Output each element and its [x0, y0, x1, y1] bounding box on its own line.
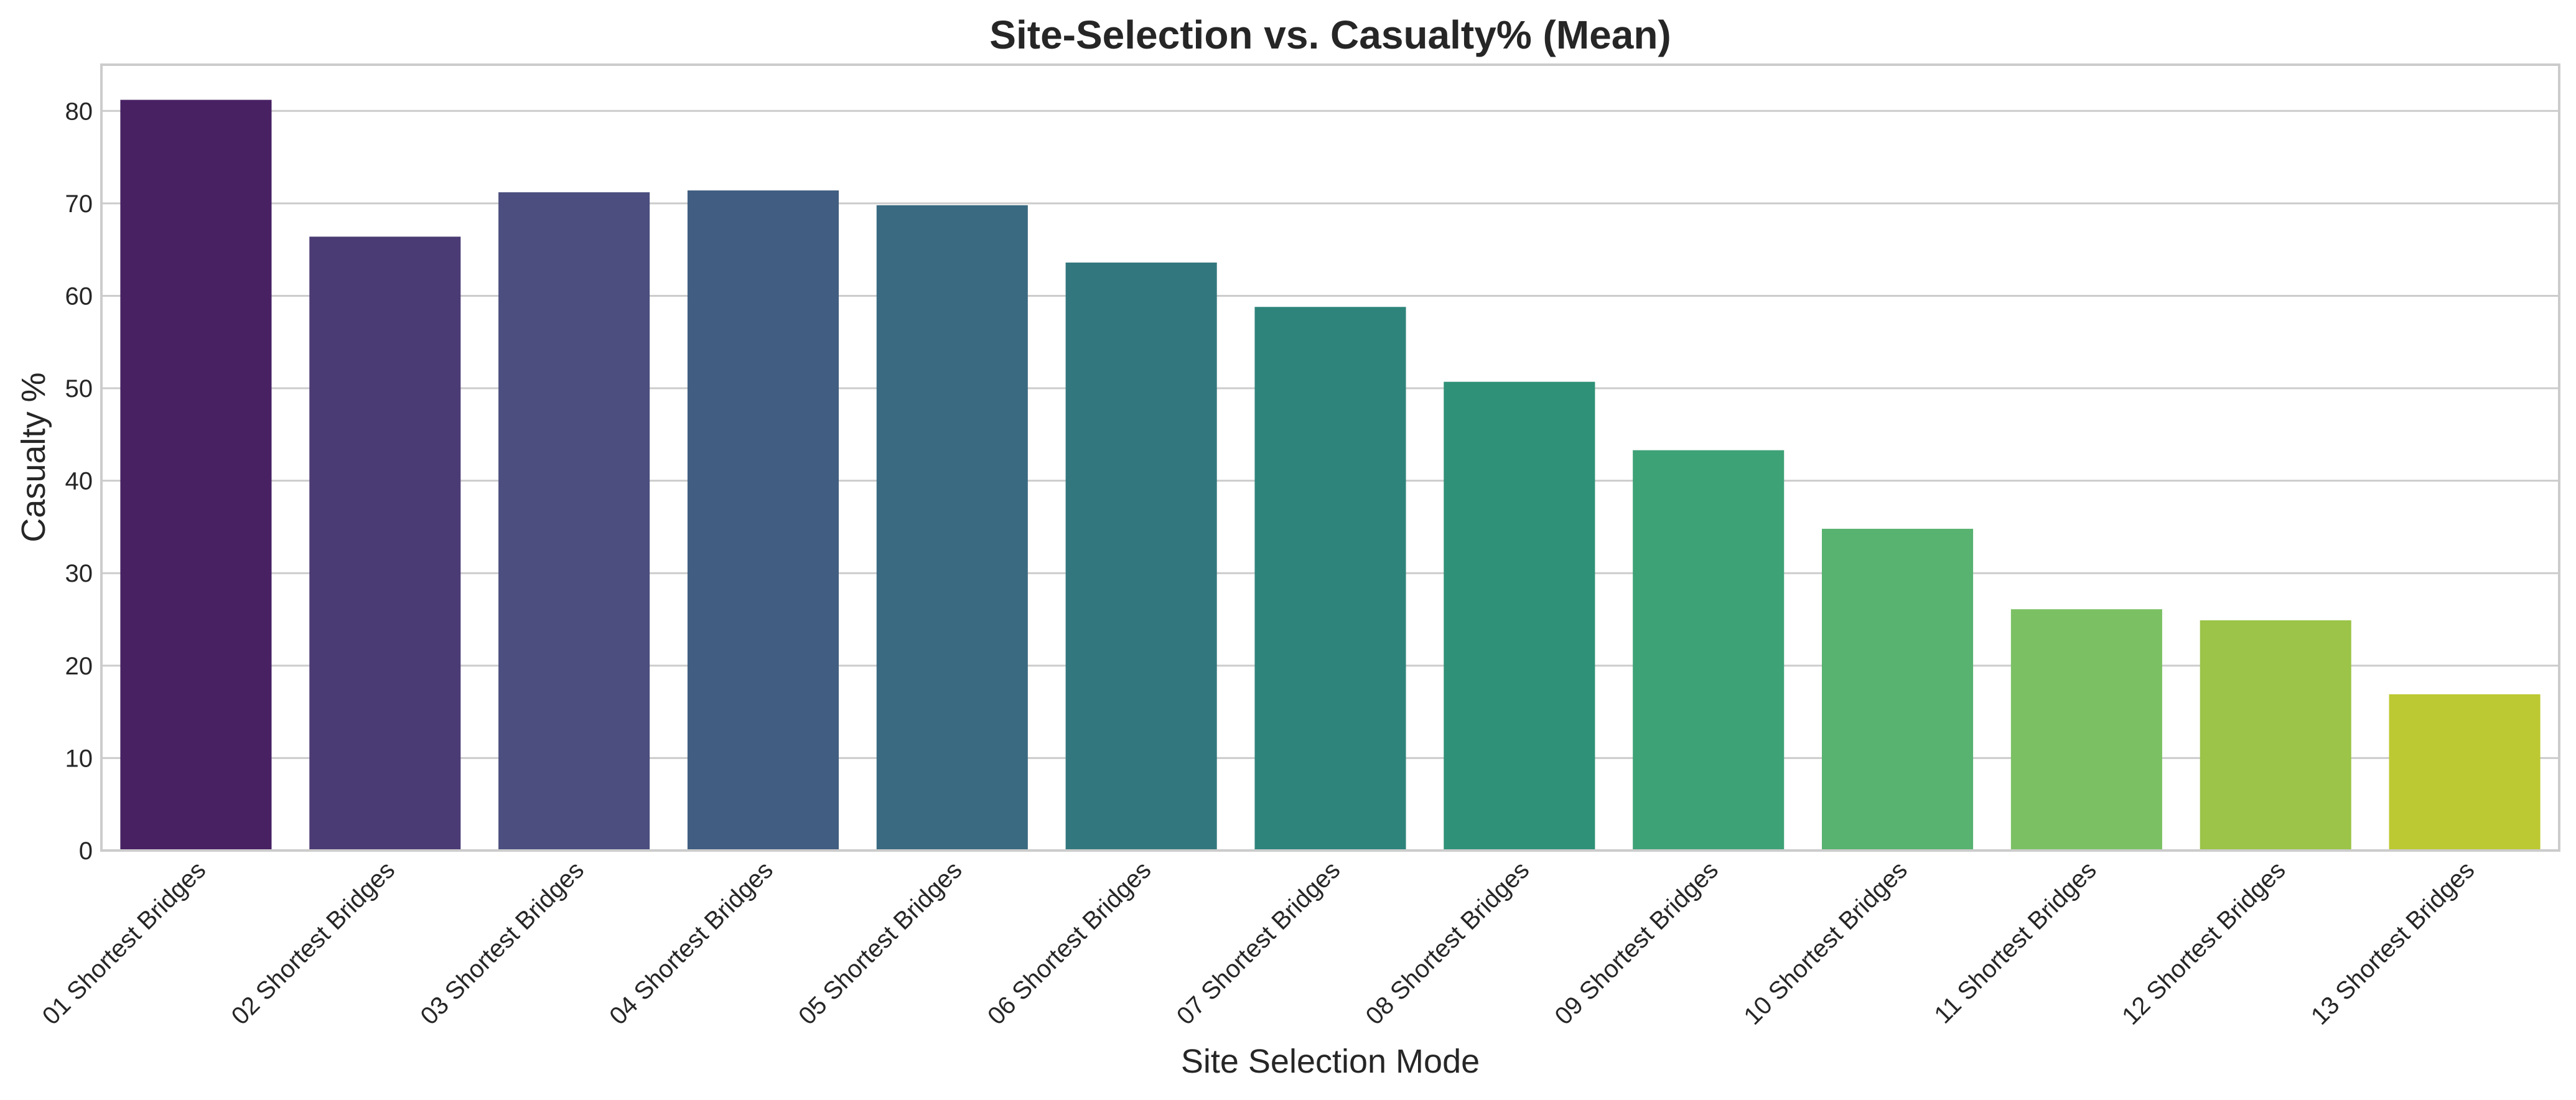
y-axis-ticks: 0 10 20 30 40 50 60 70 80: [65, 98, 93, 865]
x-tick-label: 07 Shortest Bridges: [1172, 856, 1346, 1030]
bar-6: [1065, 262, 1217, 851]
chart-title: Site-Selection vs. Casualty% (Mean): [989, 12, 1671, 57]
y-tick-label: 70: [65, 190, 93, 218]
x-tick-label: 03 Shortest Bridges: [415, 856, 589, 1030]
bar-10: [1822, 528, 1974, 851]
x-tick-label: 09 Shortest Bridges: [1550, 856, 1724, 1030]
y-tick-label: 40: [65, 468, 93, 495]
x-axis-label: Site Selection Mode: [1181, 1043, 1480, 1080]
bar-11: [2010, 609, 2162, 851]
x-tick-label: 12 Shortest Bridges: [2117, 856, 2291, 1030]
y-tick-label: 80: [65, 98, 93, 125]
x-tick-label: 04 Shortest Bridges: [604, 856, 778, 1030]
bar-12: [2200, 620, 2351, 851]
bar-13: [2389, 694, 2541, 851]
y-tick-label: 30: [65, 560, 93, 587]
bar-3: [498, 192, 650, 851]
plot-frame: [100, 63, 2560, 852]
bar-5: [876, 205, 1028, 851]
y-tick-label: 0: [79, 837, 93, 865]
x-tick-label: 13 Shortest Bridges: [2306, 856, 2480, 1030]
y-tick-label: 20: [65, 653, 93, 680]
bars: [120, 100, 2541, 851]
y-tick-label: 50: [65, 375, 93, 403]
y-axis-label: Casualty %: [15, 372, 52, 542]
x-tick-label: 06 Shortest Bridges: [982, 856, 1157, 1030]
x-tick-label: 11 Shortest Bridges: [1929, 856, 2101, 1028]
x-tick-label: 05 Shortest Bridges: [793, 856, 968, 1030]
x-tick-label: 01 Shortest Bridges: [37, 856, 212, 1030]
y-tick-label: 60: [65, 282, 93, 310]
bar-1: [120, 100, 272, 851]
x-tick-label: 08 Shortest Bridges: [1361, 856, 1535, 1030]
bar-9: [1633, 450, 1785, 851]
y-tick-label: 10: [65, 745, 93, 772]
x-tick-label: 02 Shortest Bridges: [226, 856, 401, 1030]
bar-4: [687, 190, 839, 851]
bar-7: [1254, 307, 1406, 851]
x-tick-label: 10 Shortest Bridges: [1738, 856, 1913, 1030]
bar-2: [309, 236, 461, 851]
bar-8: [1444, 381, 1595, 851]
x-axis-ticks: 01 Shortest Bridges 02 Shortest Bridges 03…: [37, 856, 2480, 1030]
